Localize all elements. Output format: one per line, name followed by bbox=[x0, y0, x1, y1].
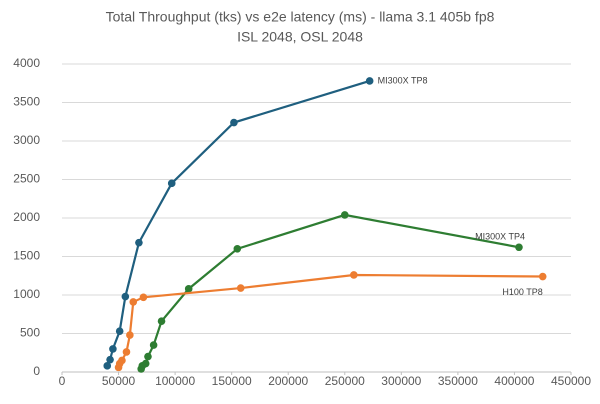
data-point bbox=[350, 271, 358, 279]
x-tick-label: 100000 bbox=[155, 374, 195, 388]
y-tick-label: 500 bbox=[20, 326, 40, 340]
data-point bbox=[365, 77, 374, 85]
data-point bbox=[106, 355, 114, 364]
data-point bbox=[139, 293, 148, 302]
series-line bbox=[117, 273, 543, 368]
data-point bbox=[103, 362, 112, 370]
x-tick-label: 350000 bbox=[438, 374, 478, 388]
data-point bbox=[538, 272, 547, 281]
chart-title: Total Throughput (tks) vs e2e latency (m… bbox=[106, 9, 495, 25]
data-point bbox=[144, 352, 152, 361]
series-label: H100 TP8 bbox=[502, 287, 542, 297]
data-point bbox=[121, 292, 130, 301]
x-tick-label: 450000 bbox=[551, 374, 591, 388]
y-tick-label: 1500 bbox=[13, 249, 40, 263]
x-tick-label: 200000 bbox=[268, 374, 308, 388]
data-point bbox=[141, 359, 150, 368]
y-tick-label: 2000 bbox=[13, 210, 40, 224]
series-label: MI300X TP4 bbox=[475, 232, 525, 242]
y-tick-label: 3500 bbox=[13, 95, 40, 109]
data-point bbox=[115, 327, 124, 335]
data-point bbox=[118, 356, 126, 365]
data-point bbox=[157, 317, 166, 325]
data-point bbox=[236, 284, 245, 292]
y-tick-label: 3000 bbox=[13, 133, 40, 147]
chart-subtitle: ISL 2048, OSL 2048 bbox=[237, 29, 363, 45]
x-tick-label: 400000 bbox=[494, 374, 534, 388]
data-point bbox=[109, 345, 117, 353]
data-point bbox=[129, 298, 138, 306]
data-point bbox=[230, 118, 238, 127]
data-point bbox=[515, 243, 523, 252]
x-tick-label: 300000 bbox=[381, 374, 421, 388]
data-point bbox=[233, 245, 242, 253]
x-tick-label: 150000 bbox=[212, 374, 252, 388]
y-tick-label: 0 bbox=[33, 364, 40, 378]
data-point bbox=[122, 348, 131, 356]
y-tick-label: 2500 bbox=[13, 172, 40, 186]
data-point bbox=[167, 179, 176, 188]
data-point bbox=[149, 341, 158, 349]
y-tick-label: 1000 bbox=[13, 287, 40, 301]
data-point bbox=[135, 238, 143, 247]
data-point bbox=[340, 211, 349, 219]
series-label: MI300X TP8 bbox=[378, 75, 428, 85]
data-point bbox=[126, 331, 134, 339]
series-line bbox=[106, 79, 370, 367]
y-tick-label: 4000 bbox=[13, 56, 40, 70]
x-tick-label: 250000 bbox=[325, 374, 365, 388]
x-tick-label: 0 bbox=[59, 374, 66, 388]
data-point bbox=[184, 285, 193, 293]
x-tick-label: 50000 bbox=[102, 374, 136, 388]
